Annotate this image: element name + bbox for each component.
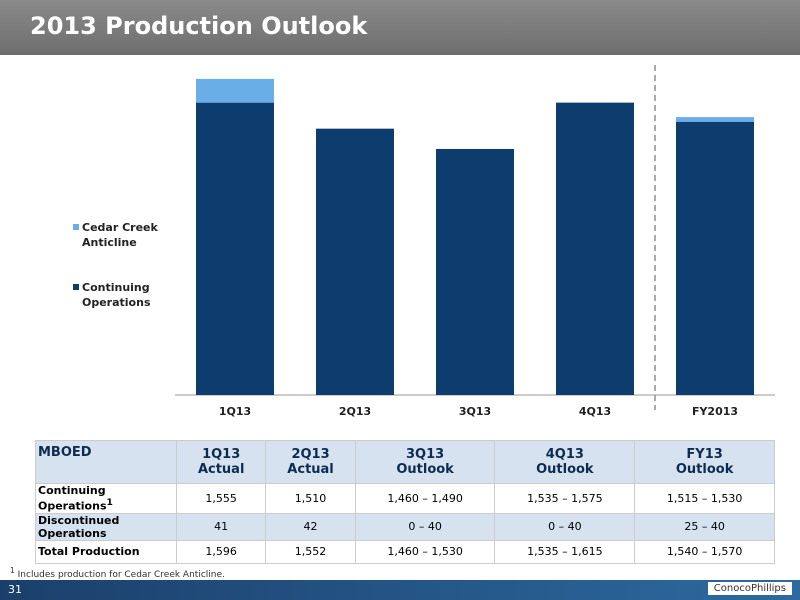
cell-text: 25 – 40: [684, 520, 725, 534]
legend-item: Continuing Operations: [73, 280, 172, 310]
cell-text: 1,596: [205, 545, 237, 559]
x-tick-label: FY2013: [692, 405, 738, 418]
cell: 1,535 – 1,575: [494, 483, 636, 514]
cell-text: 0 – 40: [408, 520, 442, 534]
cell-text: 1,460 – 1,530: [387, 545, 463, 559]
cell-text: 1,535 – 1,615: [527, 545, 603, 559]
cell-text: 0 – 40: [548, 520, 582, 534]
x-tick-label: 2Q13: [339, 405, 371, 418]
legend-swatch: [73, 284, 79, 290]
cell: 41: [175, 512, 267, 541]
cell-text: 41: [214, 520, 229, 534]
bar-segment: [196, 102, 274, 395]
logo: ConocoPhillips: [707, 582, 792, 595]
cell-text: 1,510: [294, 491, 327, 505]
x-tick-label: 3Q13: [459, 405, 491, 418]
cell-text: 1,535 – 1,575: [527, 491, 603, 505]
footer: 31 ConocoPhillips: [0, 580, 800, 600]
cell: 1,552: [265, 539, 356, 564]
bar-segment: [676, 121, 754, 395]
row-label: Total Production: [35, 539, 177, 564]
row: Total Production 1,596 1,552 1,460 – 1,530 1…: [35, 539, 775, 564]
chart: 1Q13 2Q13 3Q13 4Q13 FY2013: [175, 65, 775, 418]
cell-text: 42: [303, 520, 318, 534]
cell: 25 – 40: [634, 512, 775, 541]
row-label: Discontinued Operations: [35, 512, 177, 541]
legend-label: Continuing Operations: [82, 281, 151, 309]
cell: 1,510: [265, 483, 356, 514]
header-row: MBOED 1Q13 Actual 2Q13 Actual 3Q13 Outlook 4…: [35, 440, 775, 484]
bar-segment: [196, 78, 274, 103]
row: Continuing Operations1 1,555 1,510 1,460 – …: [35, 483, 775, 514]
cell-text: Continuing Operations: [38, 484, 107, 513]
cell-text: 1,460 – 1,490: [387, 491, 463, 505]
row-label: Continuing Operations1: [35, 483, 177, 514]
cell-text: 1,540 – 1,570: [666, 545, 743, 559]
legend-item: Cedar Creek Anticline: [73, 220, 172, 250]
bar-segment: [556, 102, 634, 395]
cell: 1,555: [175, 483, 267, 514]
cell-text: 1,555: [205, 491, 237, 505]
header-cell: 1Q13 Actual: [175, 440, 267, 484]
cell-text: Discontinued Operations: [38, 513, 120, 540]
legend-label: Cedar Creek Anticline: [82, 221, 158, 249]
title: 2013 Production Outlook: [30, 12, 368, 40]
header-cell: MBOED: [35, 440, 177, 484]
cell-text: Total Production: [38, 545, 140, 559]
cell-text: 1,515 – 1,530: [666, 491, 743, 505]
row: Discontinued Operations 41 42 0 – 40 0 – 40 2…: [35, 512, 775, 541]
x-tick-label: 4Q13: [579, 405, 611, 418]
cell: 1,460 – 1,530: [354, 539, 496, 564]
cell: 1,540 – 1,570: [634, 539, 775, 564]
cell: 0 – 40: [494, 512, 636, 541]
header-cell: FY13 Outlook: [634, 440, 775, 484]
footnote-text: Includes production for Cedar Creek Anti…: [17, 570, 225, 580]
bar-segment: [436, 148, 514, 395]
header-cell: 2Q13 Actual: [265, 440, 356, 484]
header: 2013 Production Outlook: [0, 0, 800, 55]
cell-text: 1,552: [294, 545, 327, 559]
cell: 1,535 – 1,615: [494, 539, 636, 564]
footnote-mark: 1: [106, 497, 113, 508]
cell: 1,460 – 1,490: [354, 483, 496, 514]
bar-segment: [316, 128, 394, 395]
footnote-mark: 1: [10, 566, 15, 575]
header-cell: 4Q13 Outlook: [494, 440, 636, 484]
legend-swatch: [73, 224, 79, 230]
x-tick-label: 1Q13: [219, 405, 251, 418]
cell: 1,515 – 1,530: [634, 483, 775, 514]
bar-segment: [676, 117, 754, 122]
table: MBOED 1Q13 Actual 2Q13 Actual 3Q13 Outlook 4…: [35, 440, 775, 564]
footnote: 1 Includes production for Cedar Creek An…: [10, 566, 225, 580]
cell: 1,596: [175, 539, 267, 564]
cell: 0 – 40: [354, 512, 496, 541]
header-cell: 3Q13 Outlook: [354, 440, 496, 484]
cell: 42: [265, 512, 356, 541]
page-number: 31: [8, 583, 22, 596]
